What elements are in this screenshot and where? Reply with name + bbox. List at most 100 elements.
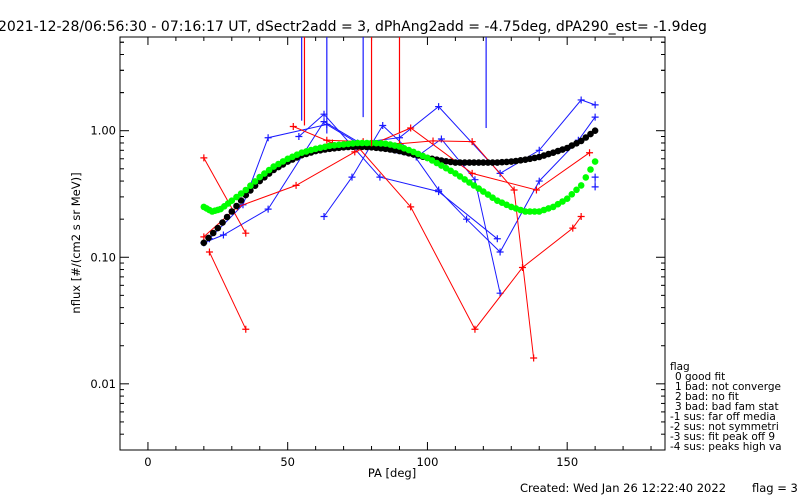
fit-dot [372,139,380,147]
fit-dot [251,178,259,185]
legend-item: -4 sus: peaks high va [670,441,782,453]
data-point-plus [407,124,415,132]
fit-dot [219,219,226,226]
data-point-plus [463,215,471,223]
data-point-plus [348,173,356,181]
data-point-plus [532,186,540,194]
fit-point [577,182,585,189]
fit-point [480,188,487,195]
fit-dot [205,234,212,242]
data-point-plus [471,176,479,184]
fit-point [228,208,236,215]
fit-dot [587,130,594,138]
fit-dot [233,193,240,201]
data-point-plus [586,149,594,157]
fit-point [452,159,459,166]
data-point-plus [242,325,250,333]
data-point-plus [407,203,415,211]
axes: 0 50 100 150 0.01 0.10 1.00 [90,37,665,469]
legend-item: -1 sus: far off media [670,411,776,423]
x-tick-label: 50 [280,455,295,469]
data-point-plus [219,231,227,239]
fit-point [466,159,473,166]
fit-dot [470,159,478,166]
fit-point [242,186,250,194]
data-point-plus [510,186,518,194]
fit-dot [531,208,538,215]
data-point-plus [205,248,213,256]
data-point-plus [320,212,328,220]
data-point-plus [468,169,476,177]
data-point-plus [242,229,250,237]
data-point-plus [395,134,403,142]
data-point-plus [577,96,585,104]
data-point-plus [376,173,384,181]
data-point-plus [535,146,543,154]
y-tick-label: 0.01 [90,377,116,391]
y-tick-label: 1.00 [90,124,116,138]
data-point-plus [323,136,331,144]
series-blue-line-plus [205,96,599,243]
fit-dot [209,229,217,237]
fit-point [522,208,529,215]
series-blue-vertical-spike [301,37,487,134]
fit-dot [484,159,492,166]
chart-title: 2021-12-28/06:56:30 - 07:16:17 UT, dSect… [0,19,707,35]
series-blue-line-plus [591,173,599,191]
fit-dot [470,182,478,189]
fit-dot [247,182,254,189]
data-point-plus [496,248,504,256]
legend-item: -2 sus: not symmetri [670,421,779,433]
legend-item: 3 bad: bad fam stat [675,401,779,413]
series-line [323,116,596,253]
x-axis-label: PA [deg] [368,466,416,480]
fit-point [591,127,599,134]
series-red-line-plus [200,154,250,237]
data-point-plus [468,138,476,146]
fit-dot [461,159,469,166]
fit-dot [489,194,496,201]
data-point-plus [264,205,272,213]
data-point-plus [535,177,543,185]
series-red-vertical-spike [303,37,401,147]
fit-dot [358,139,366,147]
series-line [203,127,590,238]
series-red-line-plus [205,248,250,333]
data-point-plus [591,101,599,109]
data-point-plus [435,103,443,111]
series-layer [200,37,599,362]
series-green-thick-dots [200,139,599,215]
fit-dot [475,159,483,166]
fit-dot [582,134,590,141]
data-point-plus [289,122,297,130]
fit-dot [363,139,371,147]
data-point-plus [200,154,208,162]
data-point-plus [379,121,387,129]
data-point-plus [591,183,599,191]
fit-dot [573,186,580,194]
data-point-plus [577,212,585,220]
series-line [203,157,247,234]
fit-point [480,159,487,166]
fit-dot [237,197,245,204]
fit-dot [261,170,268,177]
plot-frame [119,36,666,451]
y-axis-label: nflux [#/(cm2 s sr MeV)] [69,172,83,313]
data-point-plus [530,354,538,362]
data-point-plus [493,235,501,243]
data-point-plus [351,148,359,156]
x-tick-label: 150 [556,455,578,469]
fit-point [563,195,571,202]
series-red-line-plus [200,124,594,241]
fit-point [354,139,361,147]
fit-dot [587,166,594,173]
data-point-plus [591,113,599,121]
legend-item: -3 sus: fit peak off 9 [670,431,775,443]
fit-point [200,239,208,247]
created-timestamp: Created: Wed Jan 26 12:22:40 2022 [520,481,726,495]
legend-item: 0 good fit [675,371,725,383]
data-point-plus [264,134,272,142]
series-blue-line-plus [320,113,599,256]
data-point-plus [435,188,443,196]
